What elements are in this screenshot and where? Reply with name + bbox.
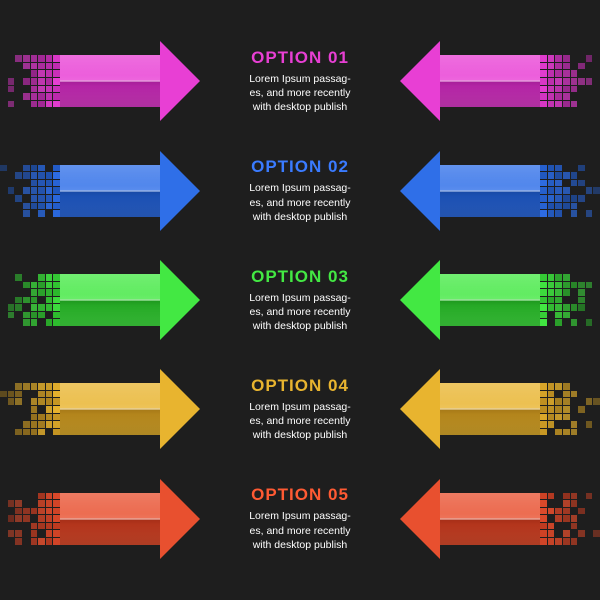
- option-description: Lorem Ipsum passag- es, and more recentl…: [190, 72, 410, 115]
- option-title: OPTION 02: [190, 157, 410, 177]
- arrow-left: [0, 260, 200, 340]
- pixel-dissolve: [540, 493, 600, 545]
- arrow-shaft: [440, 274, 540, 326]
- option-description: Lorem Ipsum passag- es, and more recentl…: [190, 509, 410, 552]
- arrow-left: [0, 41, 200, 121]
- pixel-dissolve: [540, 383, 600, 435]
- arrow-left: [0, 369, 200, 449]
- arrow-right: [400, 369, 600, 449]
- arrow-right: [400, 260, 600, 340]
- pixel-dissolve: [540, 274, 600, 326]
- arrow-shaft: [60, 165, 160, 217]
- option-title: OPTION 01: [190, 48, 410, 68]
- arrow-shaft: [440, 383, 540, 435]
- arrow-right: [400, 151, 600, 231]
- pixel-dissolve: [0, 383, 60, 435]
- option-text: OPTION 05 Lorem Ipsum passag- es, and mor…: [190, 485, 410, 552]
- option-text: OPTION 03 Lorem Ipsum passag- es, and mor…: [190, 267, 410, 334]
- option-text: OPTION 04 Lorem Ipsum passag- es, and mor…: [190, 376, 410, 443]
- option-row: OPTION 05 Lorem Ipsum passag- es, and mor…: [0, 473, 600, 565]
- arrow-left: [0, 151, 200, 231]
- arrow-right: [400, 41, 600, 121]
- pixel-dissolve: [0, 274, 60, 326]
- arrow-shaft: [60, 55, 160, 107]
- arrow-left: [0, 479, 200, 559]
- arrow-shaft: [60, 274, 160, 326]
- pixel-dissolve: [540, 165, 600, 217]
- arrow-shaft: [60, 383, 160, 435]
- option-row: OPTION 02 Lorem Ipsum passag- es, and mor…: [0, 145, 600, 237]
- pixel-dissolve: [0, 165, 60, 217]
- option-description: Lorem Ipsum passag- es, and more recentl…: [190, 400, 410, 443]
- option-title: OPTION 05: [190, 485, 410, 505]
- option-text: OPTION 01 Lorem Ipsum passag- es, and mor…: [190, 48, 410, 115]
- option-title: OPTION 04: [190, 376, 410, 396]
- option-text: OPTION 02 Lorem Ipsum passag- es, and mor…: [190, 157, 410, 224]
- arrow-shaft: [440, 493, 540, 545]
- option-description: Lorem Ipsum passag- es, and more recentl…: [190, 181, 410, 224]
- pixel-dissolve: [0, 493, 60, 545]
- option-title: OPTION 03: [190, 267, 410, 287]
- arrow-shaft: [440, 55, 540, 107]
- option-row: OPTION 01 Lorem Ipsum passag- es, and mor…: [0, 35, 600, 127]
- pixel-dissolve: [540, 55, 600, 107]
- option-description: Lorem Ipsum passag- es, and more recentl…: [190, 291, 410, 334]
- pixel-dissolve: [0, 55, 60, 107]
- arrow-right: [400, 479, 600, 559]
- option-row: OPTION 04 Lorem Ipsum passag- es, and mor…: [0, 363, 600, 455]
- arrow-shaft: [440, 165, 540, 217]
- arrow-shaft: [60, 493, 160, 545]
- option-row: OPTION 03 Lorem Ipsum passag- es, and mor…: [0, 254, 600, 346]
